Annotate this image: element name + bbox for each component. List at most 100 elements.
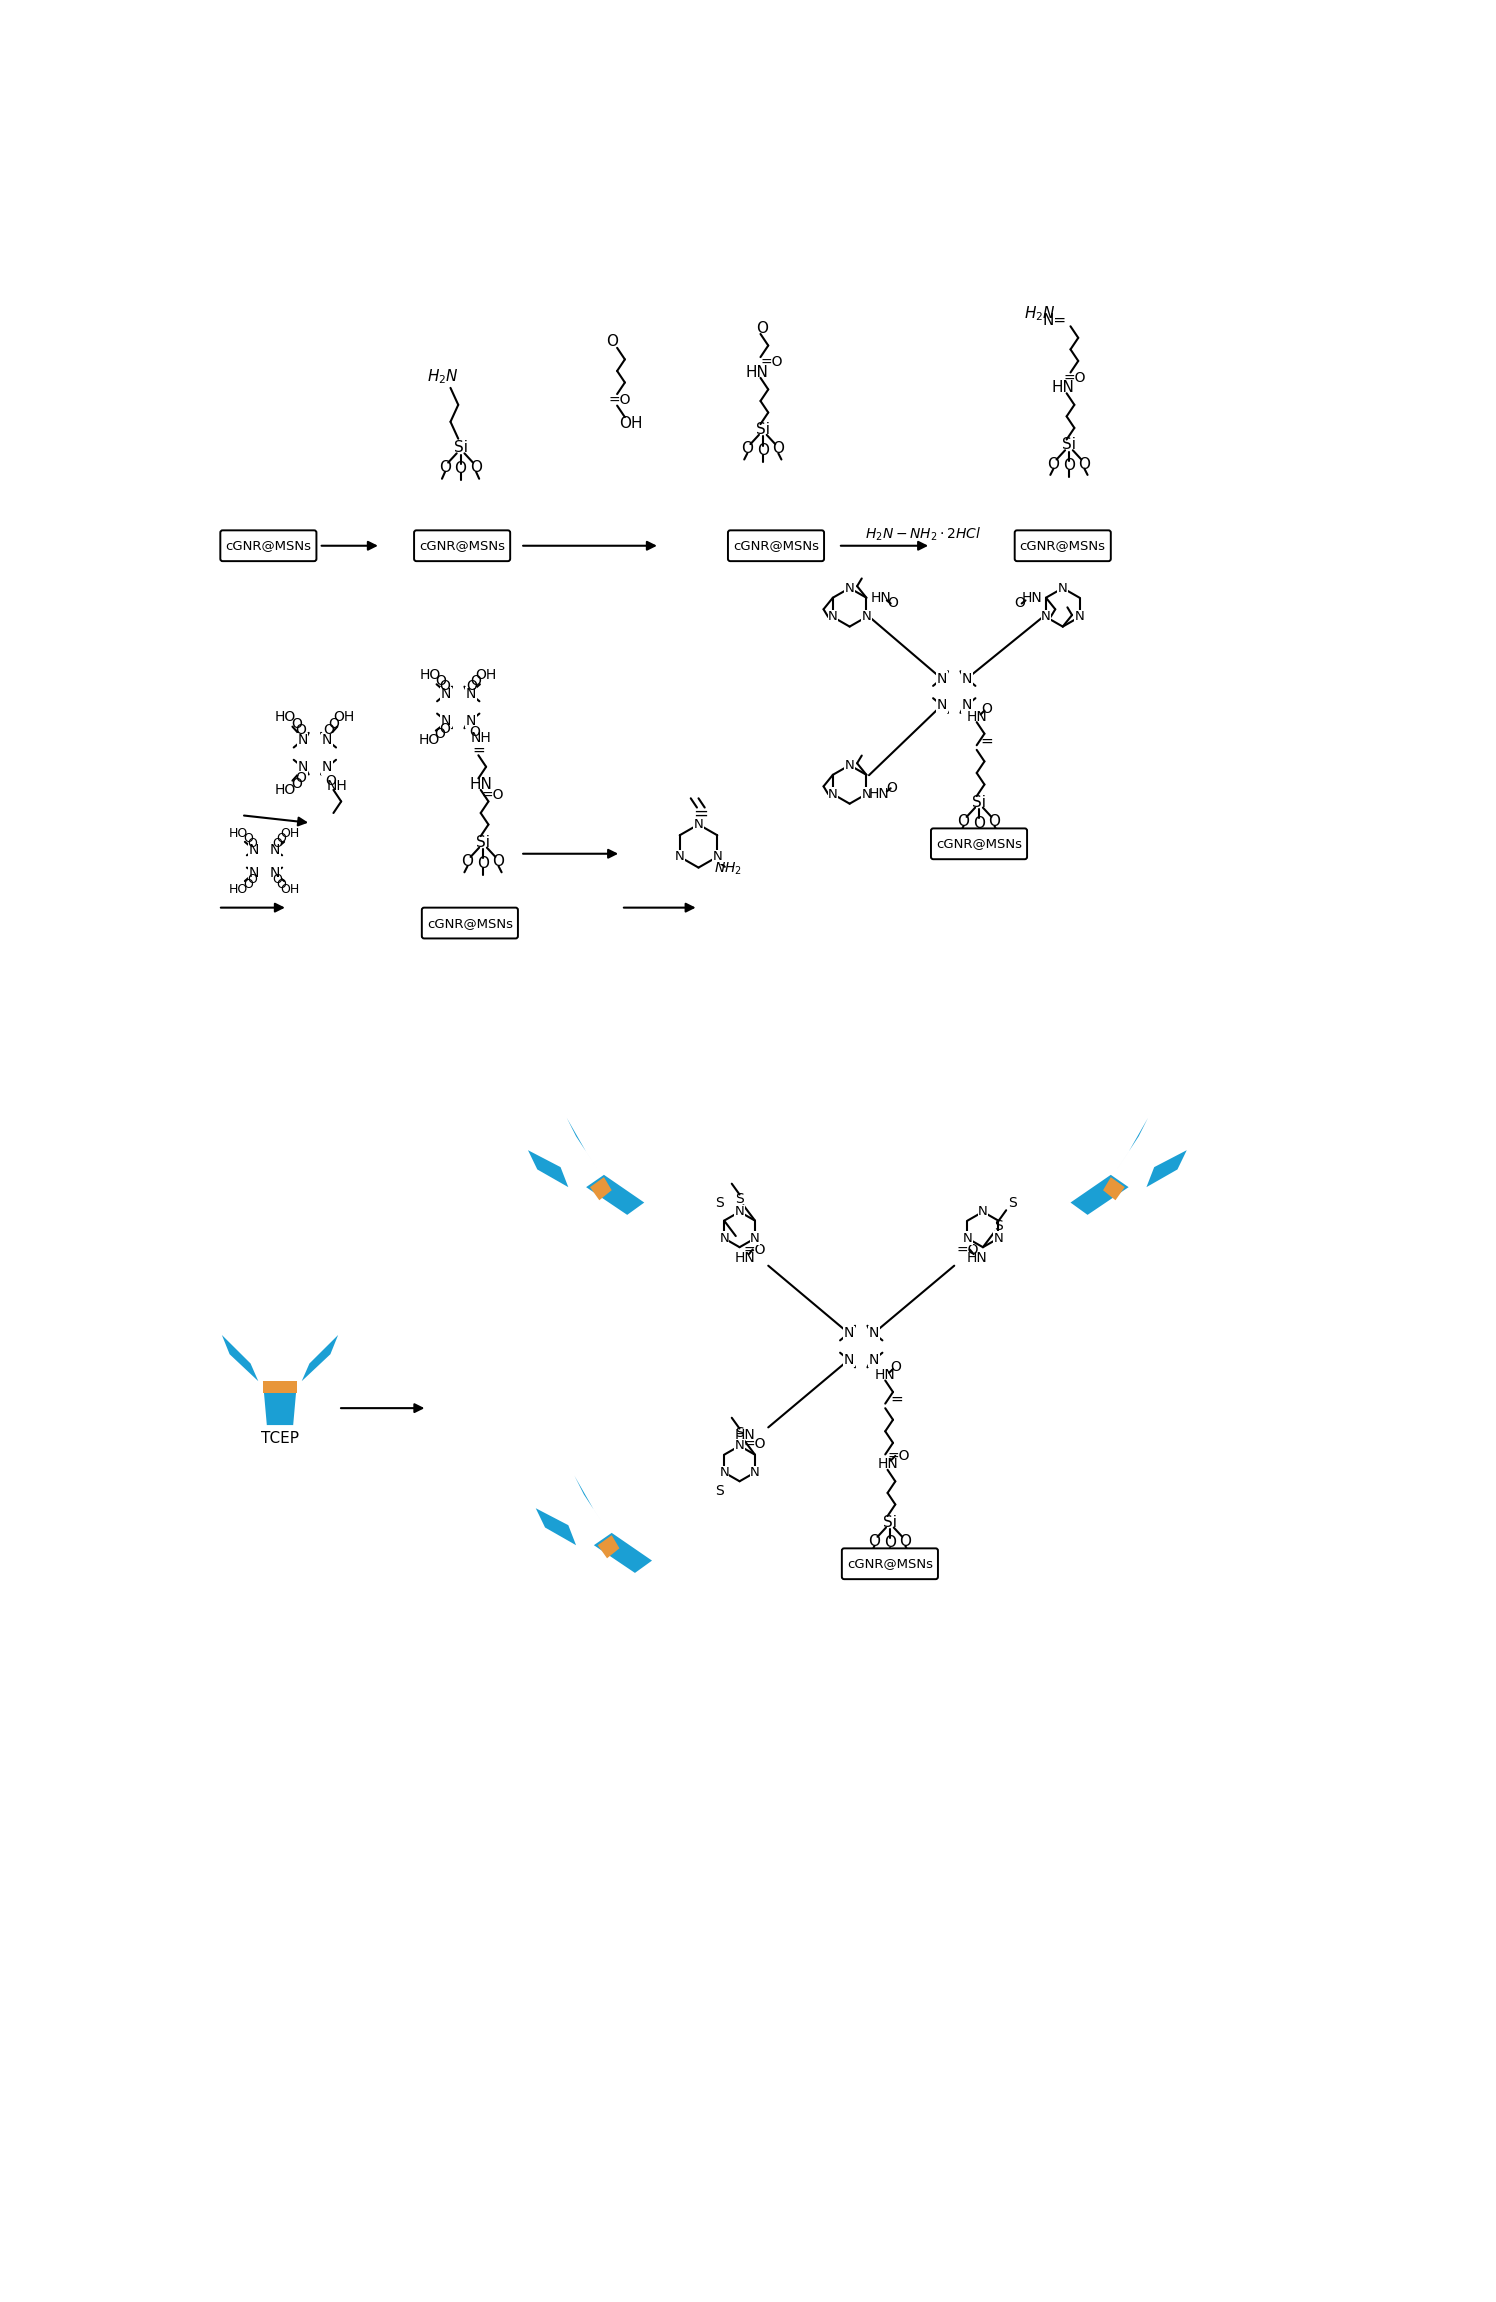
- Text: O: O: [242, 877, 253, 891]
- Text: O: O: [492, 854, 504, 870]
- Polygon shape: [586, 1174, 645, 1215]
- Text: N: N: [869, 1354, 878, 1367]
- Polygon shape: [598, 1535, 619, 1558]
- FancyBboxPatch shape: [729, 529, 824, 562]
- Text: $H_2N-NH_2\cdot2HCl$: $H_2N-NH_2\cdot2HCl$: [865, 525, 981, 543]
- Polygon shape: [567, 1119, 598, 1169]
- Text: N: N: [936, 698, 947, 711]
- Text: N: N: [322, 760, 332, 773]
- FancyBboxPatch shape: [842, 1549, 938, 1579]
- Text: N: N: [269, 843, 280, 856]
- Text: O: O: [438, 460, 452, 474]
- Text: O: O: [755, 320, 767, 336]
- Text: Si: Si: [476, 836, 491, 849]
- Text: N: N: [1058, 582, 1068, 594]
- Polygon shape: [263, 1381, 298, 1393]
- Text: N: N: [869, 1326, 878, 1340]
- Text: O: O: [470, 725, 480, 739]
- Text: =O: =O: [887, 1448, 910, 1464]
- Text: N: N: [978, 1206, 987, 1218]
- Text: O: O: [972, 815, 984, 831]
- Text: O: O: [277, 833, 286, 845]
- Text: TCEP: TCEP: [260, 1432, 299, 1446]
- Text: N: N: [712, 849, 723, 863]
- Text: O: O: [742, 442, 754, 456]
- Text: HO: HO: [275, 783, 296, 796]
- Text: O: O: [438, 679, 450, 693]
- Polygon shape: [1146, 1151, 1186, 1188]
- Polygon shape: [1118, 1119, 1147, 1169]
- Text: N: N: [675, 849, 685, 863]
- Text: N: N: [845, 760, 854, 771]
- Text: O: O: [434, 727, 446, 741]
- Text: O: O: [886, 780, 898, 794]
- Text: O: O: [462, 854, 474, 870]
- Text: HN: HN: [470, 778, 492, 792]
- Text: N: N: [735, 1439, 745, 1453]
- Polygon shape: [263, 1381, 298, 1425]
- Text: cGNR@MSNs: cGNR@MSNs: [847, 1556, 934, 1570]
- Text: O: O: [470, 460, 482, 474]
- Text: HN: HN: [1022, 592, 1043, 605]
- Text: HO: HO: [229, 826, 248, 840]
- Text: O: O: [477, 856, 489, 870]
- Text: =: =: [473, 741, 485, 757]
- Polygon shape: [574, 1476, 606, 1529]
- Text: O: O: [272, 872, 283, 886]
- Text: O: O: [296, 723, 307, 737]
- Text: N: N: [248, 843, 259, 856]
- Text: N: N: [322, 734, 332, 748]
- Text: OH: OH: [281, 826, 299, 840]
- Text: =O: =O: [482, 787, 504, 803]
- Text: O: O: [1079, 456, 1091, 472]
- Text: =O: =O: [761, 355, 784, 371]
- Text: HN: HN: [966, 1250, 987, 1266]
- Text: O: O: [890, 1360, 901, 1374]
- Polygon shape: [1071, 1174, 1128, 1215]
- Text: O: O: [455, 460, 467, 477]
- Text: cGNR@MSNs: cGNR@MSNs: [936, 838, 1022, 849]
- Text: N: N: [749, 1466, 760, 1478]
- Text: HN: HN: [869, 787, 890, 801]
- Text: N: N: [827, 787, 838, 801]
- Text: OH: OH: [476, 668, 497, 681]
- Text: S: S: [735, 1192, 744, 1206]
- Text: O: O: [435, 674, 446, 688]
- Text: S: S: [735, 1427, 744, 1441]
- Text: $H_2N$: $H_2N$: [426, 366, 459, 387]
- Text: HN: HN: [875, 1367, 896, 1381]
- Text: O: O: [471, 674, 482, 688]
- Text: N: N: [962, 672, 972, 686]
- Text: HN: HN: [745, 366, 767, 380]
- Text: N: N: [248, 866, 259, 879]
- Text: NH: NH: [471, 732, 492, 746]
- Text: Si: Si: [883, 1515, 898, 1529]
- Text: =O: =O: [1064, 371, 1086, 384]
- Text: O: O: [328, 716, 340, 730]
- Text: =O: =O: [609, 394, 631, 407]
- FancyBboxPatch shape: [931, 829, 1028, 859]
- Text: N: N: [993, 1232, 1004, 1245]
- Text: HO: HO: [229, 884, 248, 895]
- Text: Si: Si: [972, 794, 986, 810]
- Polygon shape: [302, 1335, 338, 1381]
- Text: N: N: [720, 1232, 729, 1245]
- Text: OH: OH: [334, 711, 355, 725]
- Polygon shape: [528, 1151, 568, 1188]
- Polygon shape: [1103, 1176, 1125, 1199]
- Text: cGNR@MSNs: cGNR@MSNs: [1020, 539, 1106, 552]
- Text: O: O: [296, 771, 307, 785]
- FancyBboxPatch shape: [220, 529, 317, 562]
- Text: N: N: [720, 1466, 729, 1478]
- Polygon shape: [594, 1533, 652, 1572]
- Text: O: O: [323, 723, 334, 737]
- Text: NH: NH: [328, 778, 347, 794]
- Polygon shape: [536, 1508, 576, 1545]
- Text: O: O: [1064, 458, 1076, 474]
- Text: HN: HN: [877, 1457, 898, 1471]
- Text: $H_2N$: $H_2N$: [1023, 304, 1055, 322]
- FancyBboxPatch shape: [414, 529, 510, 562]
- FancyBboxPatch shape: [1014, 529, 1112, 562]
- Text: O: O: [272, 838, 283, 849]
- Text: Si: Si: [1062, 437, 1076, 453]
